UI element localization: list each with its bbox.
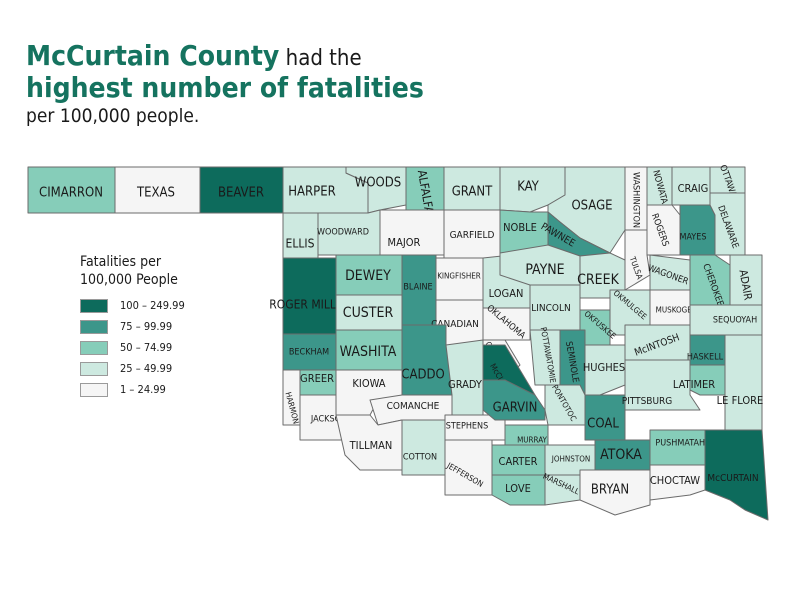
legend-label: 25 – 49.99 — [120, 362, 173, 375]
county-label-bryan: BRYAN — [591, 483, 629, 498]
county-label-blaine: BLAINE — [403, 283, 432, 293]
legend-swatch — [80, 361, 108, 376]
county-label-johnston: JOHNSTON — [551, 455, 591, 464]
county-bryan — [579, 469, 651, 516]
county-label-kiowa: KIOWA — [352, 377, 385, 390]
county-label-jackson: JACKSON — [310, 415, 347, 425]
county-ellis — [282, 212, 319, 259]
county-label-mayes: MAYES — [679, 233, 706, 243]
legend-label: 100 – 249.99 — [120, 299, 185, 312]
county-label-sequoyah: SEQUOYAH — [713, 316, 757, 326]
county-label-dewey: DEWEY — [345, 268, 391, 284]
legend-row: 1 – 24.99 — [80, 379, 240, 400]
county-label-washita: WASHITA — [340, 344, 397, 360]
county-label-garvin: GARVIN — [493, 401, 538, 416]
county-oklahoma — [482, 307, 531, 341]
county-love — [491, 474, 546, 506]
county-label-harper: HARPER — [288, 185, 336, 200]
county-label-mccurtain: McCURTAIN — [707, 473, 758, 484]
county-label-choctaw: CHOCTAW — [650, 474, 700, 487]
county-label-lincoln: LINCOLN — [531, 303, 571, 314]
headline-county: McCurtain County — [26, 39, 280, 72]
legend-title: Fatalities per 100,000 People — [80, 253, 240, 289]
county-label-roger-mills: ROGER MILLS — [269, 298, 343, 312]
county-label-grady: GRADY — [448, 378, 483, 391]
headline: McCurtain County had the highest number … — [26, 39, 424, 128]
county-label-stephens: STEPHENS — [446, 422, 489, 432]
county-label-le-flore: LE FLORE — [717, 394, 764, 407]
county-label-major: MAJOR — [388, 236, 421, 249]
legend-title-line1: Fatalities per — [80, 254, 162, 270]
legend: Fatalities per 100,000 People 100 – 249.… — [80, 253, 240, 400]
county-label-grant: GRANT — [452, 185, 493, 200]
county-label-haskell: HASKELL — [687, 353, 724, 363]
legend-swatch — [80, 382, 108, 397]
county-label-beckham: BECKHAM — [289, 348, 329, 358]
county-label-kay: KAY — [517, 180, 539, 195]
county-label-noble: NOBLE — [503, 221, 537, 234]
county-label-ellis: ELLIS — [286, 237, 315, 251]
county-label-latimer: LATIMER — [673, 378, 715, 391]
headline-had-the: had the — [279, 46, 362, 71]
headline-highest: highest number of fatalities — [26, 71, 424, 105]
county-label-hughes: HUGHES — [583, 361, 625, 374]
legend-title-line2: 100,000 People — [80, 272, 178, 288]
county-label-adair: ADAIR — [736, 269, 754, 302]
county-label-cotton: COTTON — [403, 453, 437, 463]
county-latimer — [689, 364, 726, 396]
county-label-custer: CUSTER — [343, 305, 394, 321]
county-roger-mills — [282, 257, 337, 335]
county-label-love: LOVE — [505, 482, 531, 495]
county-label-kingfisher: KINGFISHER — [437, 272, 481, 281]
county-hughes — [584, 344, 626, 396]
county-label-texas: TEXAS — [136, 186, 175, 201]
county-caddo — [401, 324, 453, 396]
county-label-garfield: GARFIELD — [450, 230, 495, 241]
county-label-tillman: TILLMAN — [349, 439, 393, 452]
legend-row: 25 – 49.99 — [80, 358, 240, 379]
legend-label: 75 – 99.99 — [120, 320, 173, 333]
legend-label: 50 – 74.99 — [120, 341, 173, 354]
county-garvin — [482, 379, 546, 421]
legend-row: 50 – 74.99 — [80, 337, 240, 358]
county-pittsburg — [624, 359, 701, 411]
headline-per: per 100,000 people. — [26, 105, 200, 128]
county-tulsa — [624, 229, 651, 291]
county-label-logan: LOGAN — [489, 287, 524, 300]
legend-row: 75 – 99.99 — [80, 316, 240, 337]
county-label-greer: GREER — [300, 372, 334, 385]
county-label-caddo: CADDO — [401, 368, 444, 383]
county-label-pushmataha: PUSHMATAHA — [655, 439, 711, 449]
county-label-pittsburg: PITTSBURG — [622, 396, 673, 407]
county-label-payne: PAYNE — [525, 262, 564, 278]
county-label-murray: MURRAY — [517, 436, 547, 445]
county-label-carter: CARTER — [499, 455, 538, 468]
county-cotton — [401, 419, 446, 476]
county-label-cimarron: CIMARRON — [39, 186, 103, 201]
county-label-creek: CREEK — [577, 272, 619, 288]
county-label-craig: CRAIG — [678, 182, 709, 195]
county-label-woodward: WOODWARD — [317, 228, 369, 238]
county-le-flore — [724, 334, 763, 431]
county-label-muskogee: MUSKOGEE — [656, 306, 697, 315]
county-label-canadian: CANADIAN — [431, 319, 479, 330]
county-label-washington: WASHINGTON — [631, 172, 641, 228]
county-label-coal: COAL — [587, 417, 619, 432]
legend-label: 1 – 24.99 — [120, 383, 166, 396]
county-label-woods: WOODS — [355, 176, 401, 191]
legend-swatch — [80, 340, 108, 355]
county-choctaw — [649, 464, 706, 501]
county-label-atoka: ATOKA — [600, 447, 642, 463]
county-label-osage: OSAGE — [571, 199, 612, 214]
county-label-comanche: COMANCHE — [387, 401, 440, 412]
county-mayes — [679, 204, 716, 256]
legend-row: 100 – 249.99 — [80, 295, 240, 316]
county-label-beaver: BEAVER — [218, 186, 264, 201]
legend-swatch — [80, 298, 108, 313]
legend-swatch — [80, 319, 108, 334]
